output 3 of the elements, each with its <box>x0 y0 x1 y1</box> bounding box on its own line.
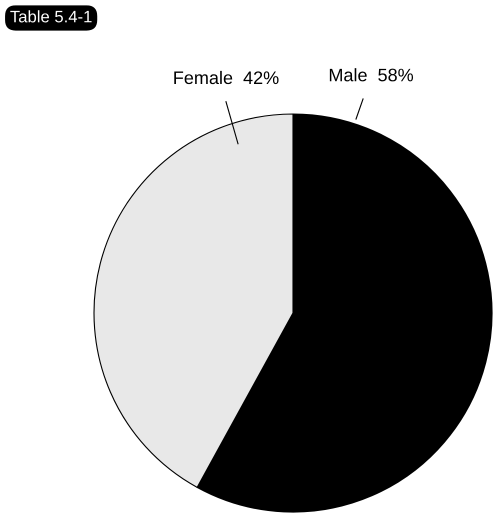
slice-label: Male 58% <box>330 68 414 82</box>
slice-label: Female 42% <box>174 70 279 84</box>
chart-title: Table 5.4-1 <box>10 10 92 22</box>
